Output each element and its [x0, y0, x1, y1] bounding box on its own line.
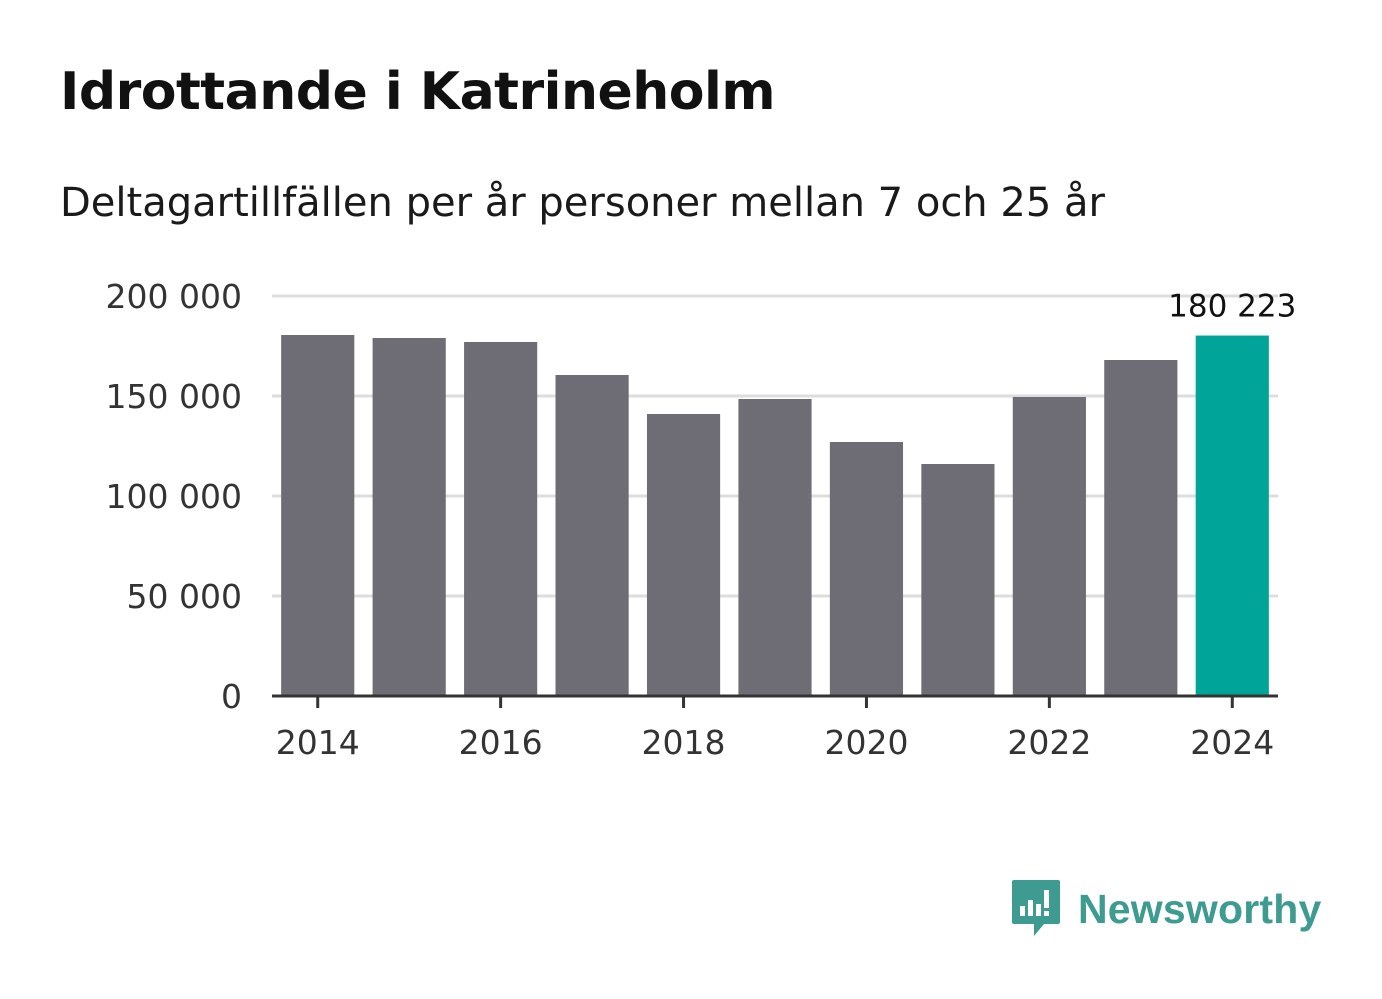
bar-2023	[1104, 360, 1178, 696]
x-tick-label: 2018	[642, 723, 726, 762]
labels: 0 50 000 100 000 150 000 200 000 180 223 2014 2…	[106, 277, 1297, 762]
data-label: 180 223	[1168, 289, 1296, 325]
x-tick-label: 2014	[276, 723, 360, 762]
x-tick-label: 2016	[459, 723, 543, 762]
bar-2018	[646, 414, 721, 696]
y-tick-label: 50 000	[127, 577, 242, 616]
bar-2020	[829, 442, 904, 696]
x-tick-label: 2024	[1190, 723, 1274, 762]
y-tick-label: 100 000	[106, 477, 242, 516]
bar-2024	[1195, 335, 1269, 696]
bar-2015	[372, 338, 446, 696]
brand-logo: Newsworthy	[1010, 878, 1322, 940]
chart-title: Idrottande i Katrineholm	[60, 62, 776, 122]
bar-2019	[738, 399, 812, 696]
x-tick-label: 2020	[824, 723, 908, 762]
bar-2014	[281, 335, 355, 696]
bar-2016	[464, 342, 538, 696]
bar-2017	[555, 375, 629, 696]
brand-name: Newsworthy	[1078, 885, 1322, 932]
y-tick-label: 0	[221, 677, 242, 716]
chart-subtitle: Deltagartillfällen per år personer mella…	[60, 180, 1105, 226]
newsworthy-logo-icon	[1012, 880, 1060, 936]
bar-2022	[1012, 397, 1086, 696]
bar-2021	[921, 464, 995, 696]
axes	[272, 694, 1278, 708]
bars	[281, 335, 1269, 696]
x-tick-label: 2022	[1007, 723, 1091, 762]
y-tick-label: 200 000	[106, 277, 242, 316]
bar-chart: 0 50 000 100 000 150 000 200 000 180 223 2014 2…	[106, 277, 1297, 762]
y-tick-label: 150 000	[106, 377, 242, 416]
